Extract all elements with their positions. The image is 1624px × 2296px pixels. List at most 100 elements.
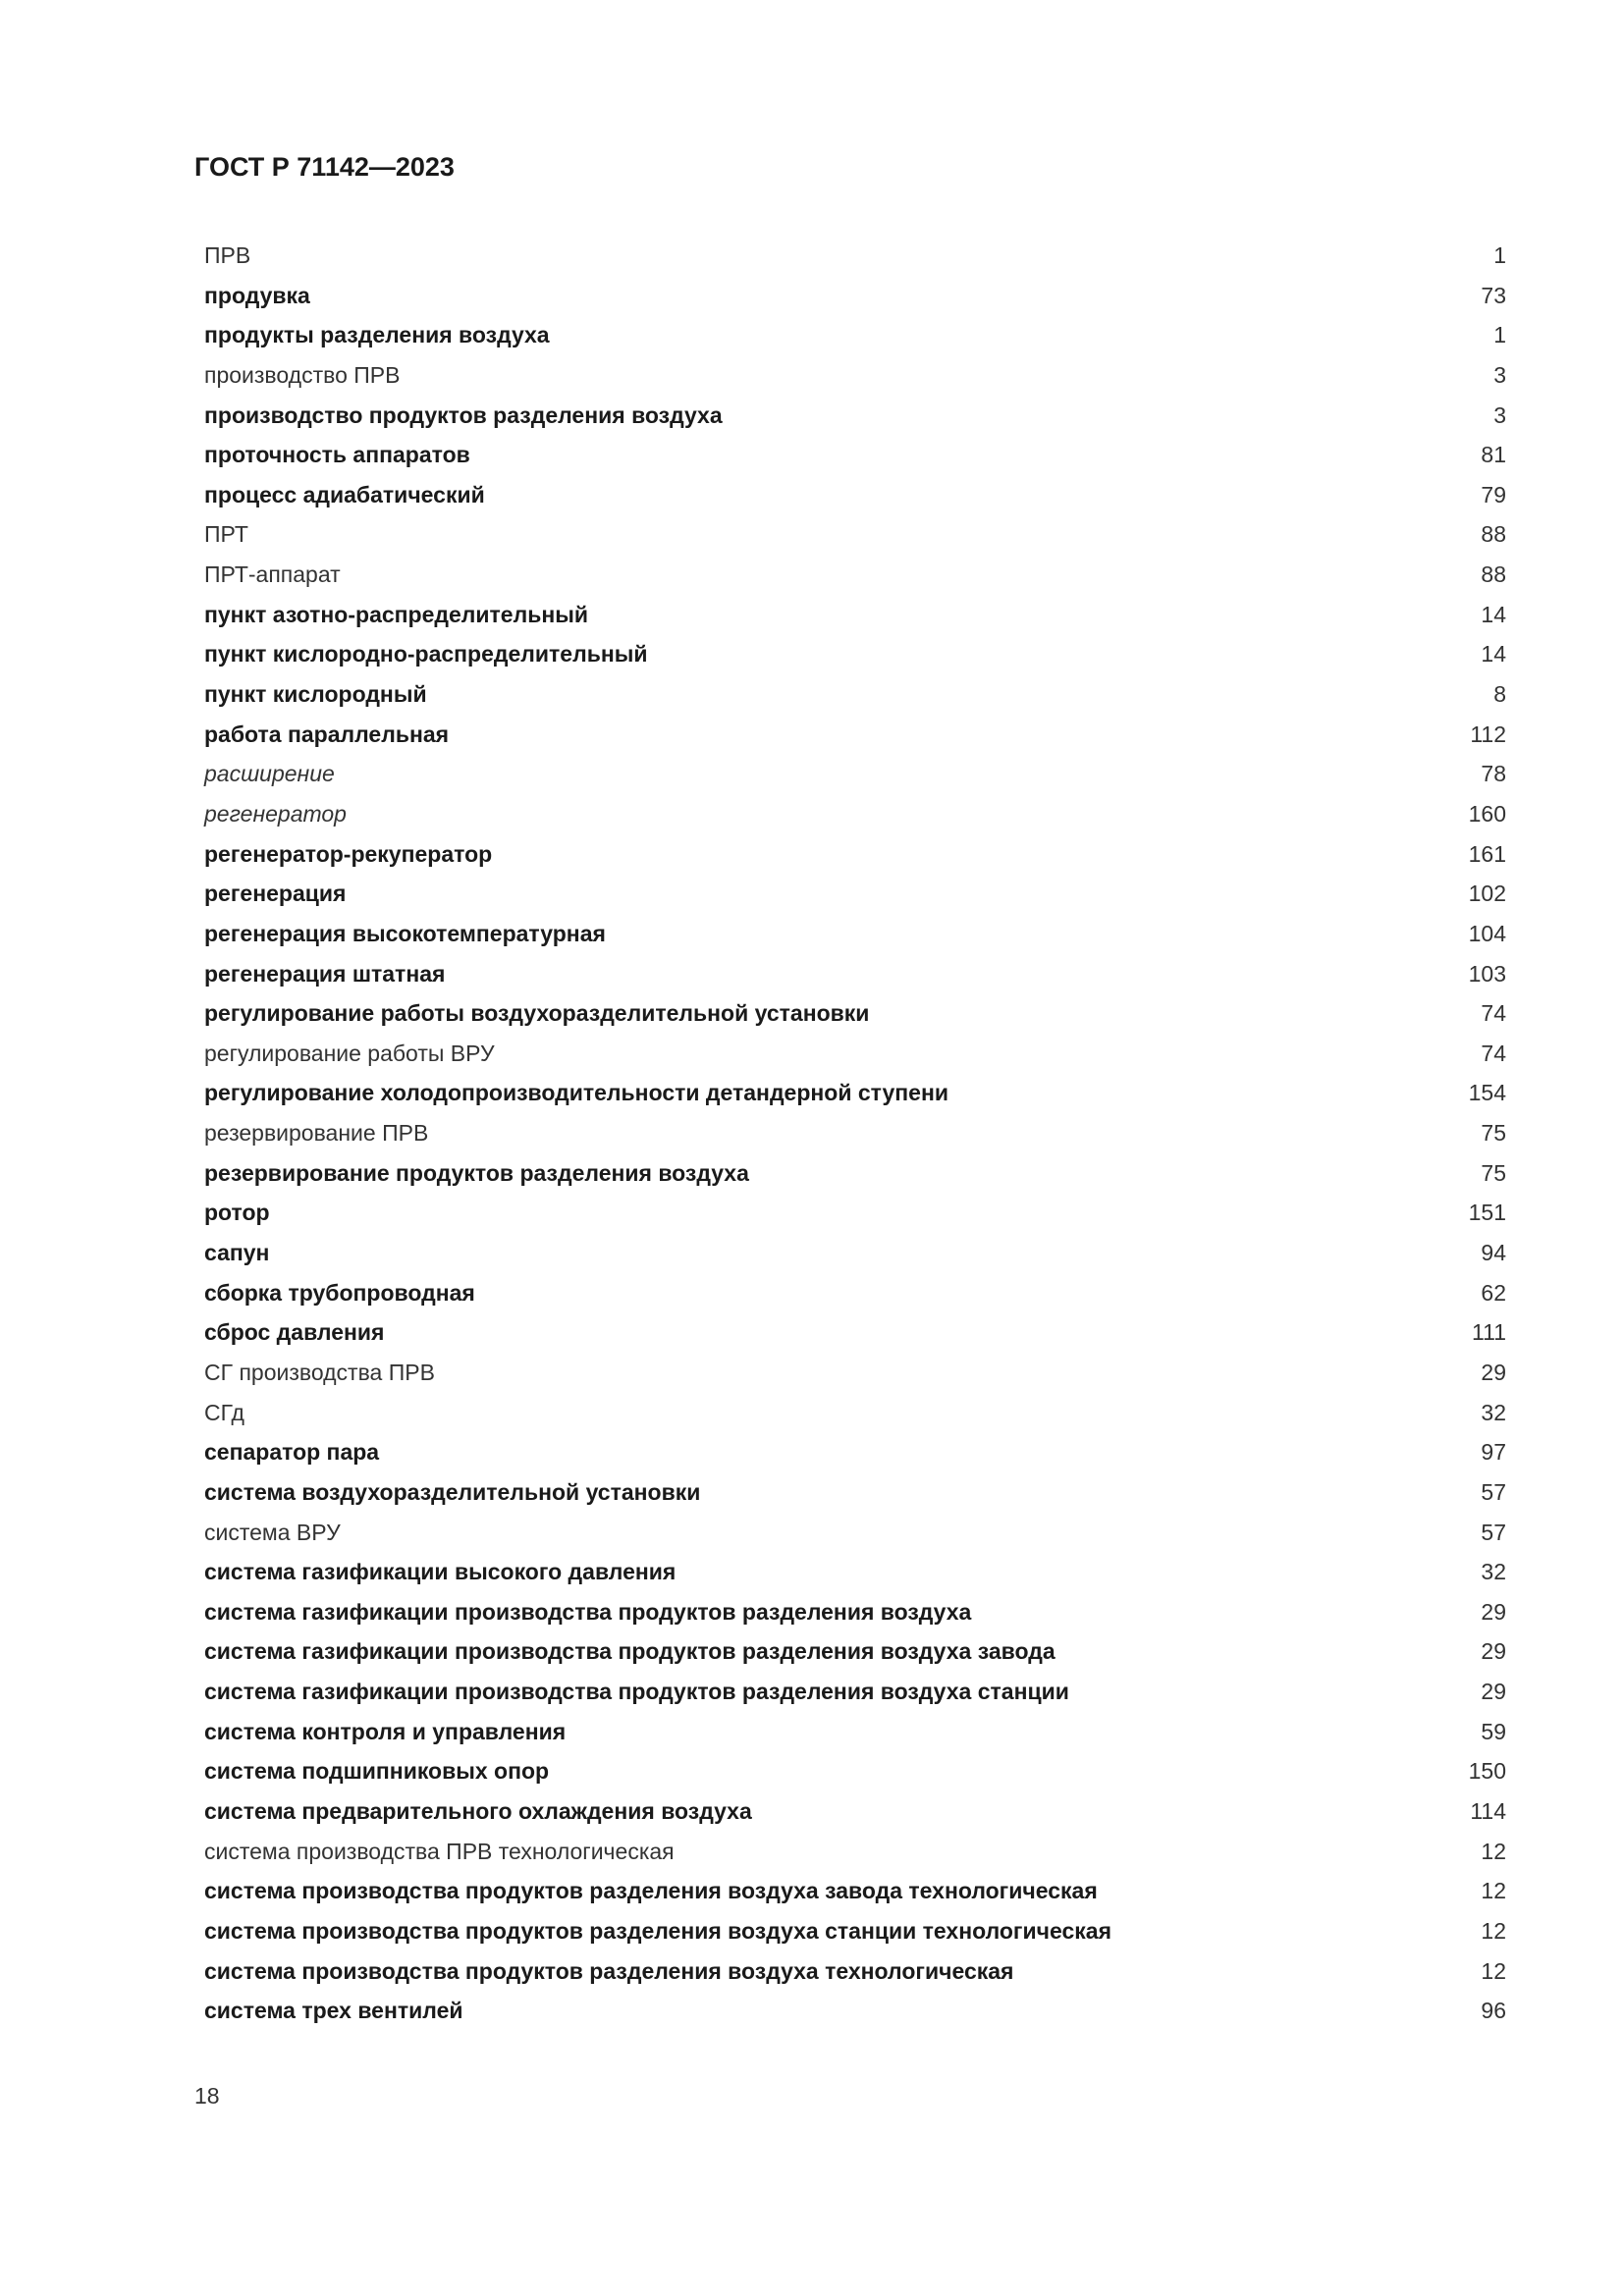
index-entry: ПРТ 88 xyxy=(204,514,1506,555)
index-page-ref: 57 xyxy=(1481,1478,1506,1505)
index-page-ref: 29 xyxy=(1481,1638,1506,1665)
index-page-ref: 29 xyxy=(1481,1598,1506,1625)
index-term: сборка трубопроводная xyxy=(204,1279,475,1306)
index-page-ref: 57 xyxy=(1481,1519,1506,1545)
index-entry: сборка трубопроводная 62 xyxy=(204,1273,1506,1313)
index-term: проточность аппаратов xyxy=(204,442,470,468)
index-term: система трех вентилей xyxy=(204,1998,463,2024)
index-term: регенерация xyxy=(204,881,347,907)
index-entry: пункт азотно-распределительный 14 xyxy=(204,595,1506,635)
index-term: СГ производства ПРВ xyxy=(204,1359,435,1385)
index-entry: регенератор 160 xyxy=(204,794,1506,834)
index-term: ПРТ xyxy=(204,521,248,548)
index-entry: процесс адиабатический 79 xyxy=(204,475,1506,515)
index-page-ref: 12 xyxy=(1481,1838,1506,1864)
index-term: пункт кислородно-распределительный xyxy=(204,641,648,667)
index-term: система предварительного охлаждения возд… xyxy=(204,1797,752,1824)
index-page-ref: 32 xyxy=(1481,1559,1506,1585)
index-page-ref: 102 xyxy=(1468,881,1506,907)
index-page-ref: 81 xyxy=(1481,442,1506,468)
index-term: система газификации производства продукт… xyxy=(204,1638,1056,1665)
index-page-ref: 74 xyxy=(1481,1000,1506,1027)
index-entry: производство продуктов разделения воздух… xyxy=(204,396,1506,436)
index-page-ref: 29 xyxy=(1481,1359,1506,1385)
index-page-ref: 1 xyxy=(1493,242,1506,268)
index-entry: регенерация штатная 103 xyxy=(204,954,1506,994)
index-term: резервирование ПРВ xyxy=(204,1120,429,1147)
index-term: регенератор xyxy=(204,800,347,827)
index-entry: система газификации производства продукт… xyxy=(204,1672,1506,1712)
index-entry: регулирование работы ВРУ 74 xyxy=(204,1034,1506,1074)
index-page-ref: 12 xyxy=(1481,1957,1506,1984)
index-page-ref: 14 xyxy=(1481,601,1506,627)
index-entry: производство ПРВ 3 xyxy=(204,355,1506,396)
index-term: работа параллельная xyxy=(204,721,450,747)
index-term: сброс давления xyxy=(204,1319,385,1346)
index-term: сепаратор пара xyxy=(204,1439,380,1466)
index-page-ref: 161 xyxy=(1468,840,1506,867)
index-page-ref: 14 xyxy=(1481,641,1506,667)
index-entry: работа параллельная 112 xyxy=(204,715,1506,755)
index-entry: пункт кислородный 8 xyxy=(204,674,1506,715)
index-term: сапун xyxy=(204,1240,270,1266)
index-entry: система производства продуктов разделени… xyxy=(204,1871,1506,1911)
index-page-ref: 96 xyxy=(1481,1998,1506,2024)
index-term: ПРВ xyxy=(204,242,251,268)
index-page-ref: 32 xyxy=(1481,1399,1506,1425)
index-term: система производства продуктов разделени… xyxy=(204,1878,1098,1904)
index-entry: сапун 94 xyxy=(204,1233,1506,1273)
index-page-ref: 88 xyxy=(1481,521,1506,548)
index-entry: регулирование холодопроизводительности д… xyxy=(204,1073,1506,1113)
index-page-ref: 150 xyxy=(1468,1758,1506,1785)
index-entry: система предварительного охлаждения возд… xyxy=(204,1791,1506,1832)
index-page-ref: 3 xyxy=(1493,401,1506,428)
index-page-ref: 151 xyxy=(1468,1200,1506,1226)
index-page-ref: 104 xyxy=(1468,920,1506,946)
index-page-ref: 154 xyxy=(1468,1080,1506,1106)
index-term: резервирование продуктов разделения возд… xyxy=(204,1159,749,1186)
index-entry: ПРТ-аппарат 88 xyxy=(204,555,1506,595)
index-page-ref: 12 xyxy=(1481,1878,1506,1904)
index-entry: система производства ПРВ технологическая… xyxy=(204,1832,1506,1872)
index-term: система ВРУ xyxy=(204,1519,341,1545)
index-entry: ПРВ 1 xyxy=(204,236,1506,276)
index-term: регенератор-рекуператор xyxy=(204,840,493,867)
index-page-ref: 94 xyxy=(1481,1240,1506,1266)
index-term: система газификации высокого давления xyxy=(204,1559,677,1585)
index-term: регулирование холодопроизводительности д… xyxy=(204,1080,948,1106)
index-entry: система подшипниковых опор 150 xyxy=(204,1751,1506,1791)
index-term: ротор xyxy=(204,1200,270,1226)
index-term: производство продуктов разделения воздух… xyxy=(204,401,723,428)
index-entry: система трех вентилей 96 xyxy=(204,1991,1506,2031)
index-page-ref: 160 xyxy=(1468,800,1506,827)
index-entry: сброс давления 111 xyxy=(204,1312,1506,1353)
index-entry: СГд 32 xyxy=(204,1393,1506,1433)
index-entry: расширение 78 xyxy=(204,754,1506,794)
index-entry: проточность аппаратов 81 xyxy=(204,435,1506,475)
index-entry: система газификации высокого давления 32 xyxy=(204,1552,1506,1592)
index-entry: продувка 73 xyxy=(204,276,1506,316)
index-entry: регулирование работы воздухоразделительн… xyxy=(204,993,1506,1034)
index-page-ref: 8 xyxy=(1493,681,1506,708)
index-page-ref: 79 xyxy=(1481,481,1506,507)
index-entry: система газификации производства продукт… xyxy=(204,1592,1506,1632)
index-page-ref: 112 xyxy=(1470,721,1506,747)
index-entry: система производства продуктов разделени… xyxy=(204,1911,1506,1951)
index-page-ref: 111 xyxy=(1472,1319,1506,1346)
index-term: система газификации производства продукт… xyxy=(204,1598,972,1625)
index-entry: резервирование ПРВ 75 xyxy=(204,1113,1506,1153)
index-term: СГд xyxy=(204,1399,244,1425)
index-entry: регенератор-рекуператор 161 xyxy=(204,834,1506,875)
index-list: ПРВ 1 продувка 73 продукты разделения воздух… xyxy=(204,236,1506,2031)
index-term: регенерация штатная xyxy=(204,960,446,987)
index-entry: регенерация высокотемпературная 104 xyxy=(204,914,1506,954)
index-term: регулирование работы ВРУ xyxy=(204,1040,495,1066)
index-page-ref: 59 xyxy=(1481,1718,1506,1744)
index-page-ref: 29 xyxy=(1481,1679,1506,1705)
index-term: система производства продуктов разделени… xyxy=(204,1917,1112,1944)
index-page-ref: 12 xyxy=(1481,1917,1506,1944)
index-page-ref: 74 xyxy=(1481,1040,1506,1066)
index-term: система производства продуктов разделени… xyxy=(204,1957,1014,1984)
index-term: продукты разделения воздуха xyxy=(204,322,550,348)
index-term: продувка xyxy=(204,282,310,308)
